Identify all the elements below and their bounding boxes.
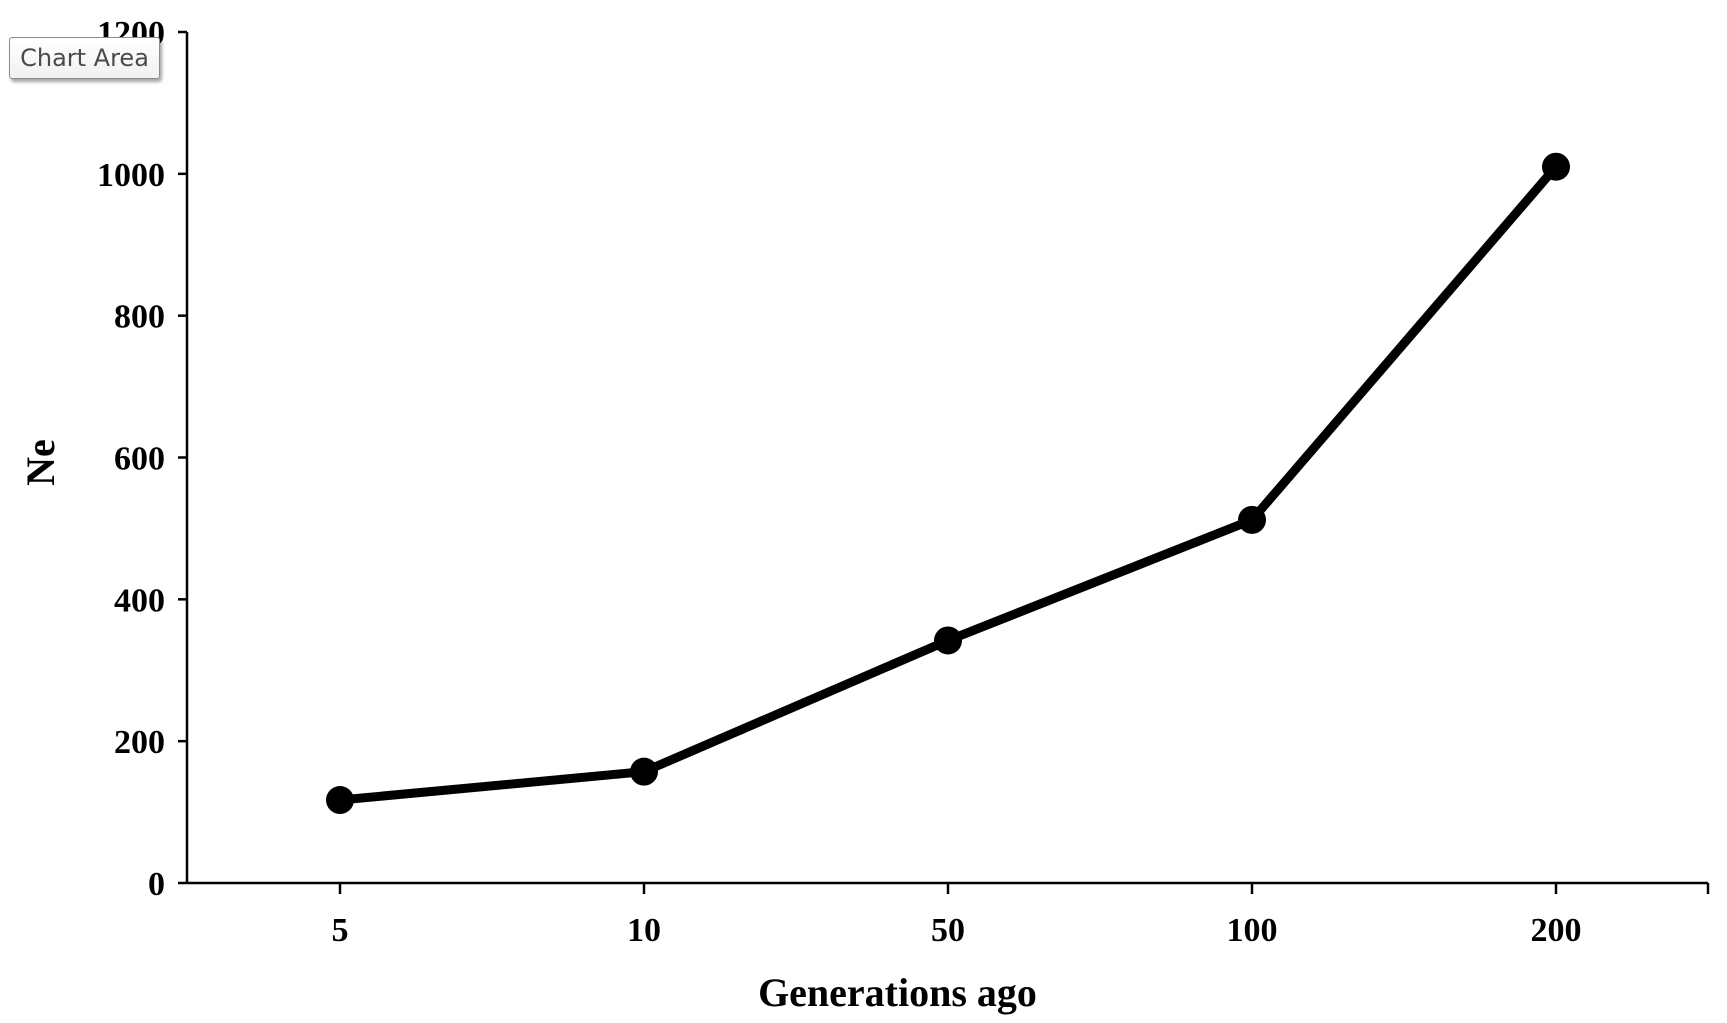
series-layer: [326, 152, 1570, 815]
data-point: [326, 786, 354, 815]
x-tick-label: 100: [1227, 912, 1278, 949]
data-point: [1542, 152, 1570, 181]
x-tick-label: 10: [627, 912, 661, 949]
data-point: [934, 626, 962, 655]
y-tick-label: 0: [148, 866, 165, 903]
y-tick-label: 800: [114, 299, 165, 336]
y-axis-title: Ne: [18, 439, 63, 486]
y-tick-label: 600: [114, 441, 165, 478]
series-line: [335, 162, 1561, 805]
chart-area-tooltip: Chart Area: [9, 37, 160, 79]
y-tick-label: 1000: [97, 157, 165, 194]
x-tick-label: 5: [332, 912, 349, 949]
data-point: [630, 757, 658, 786]
x-tick-label: 200: [1531, 912, 1582, 949]
data-point: [1238, 505, 1266, 534]
y-tick-label: 200: [114, 724, 165, 761]
x-axis-title: Generations ago: [758, 970, 1037, 1015]
x-tick-label: 50: [931, 912, 965, 949]
y-tick-label: 400: [114, 582, 165, 619]
